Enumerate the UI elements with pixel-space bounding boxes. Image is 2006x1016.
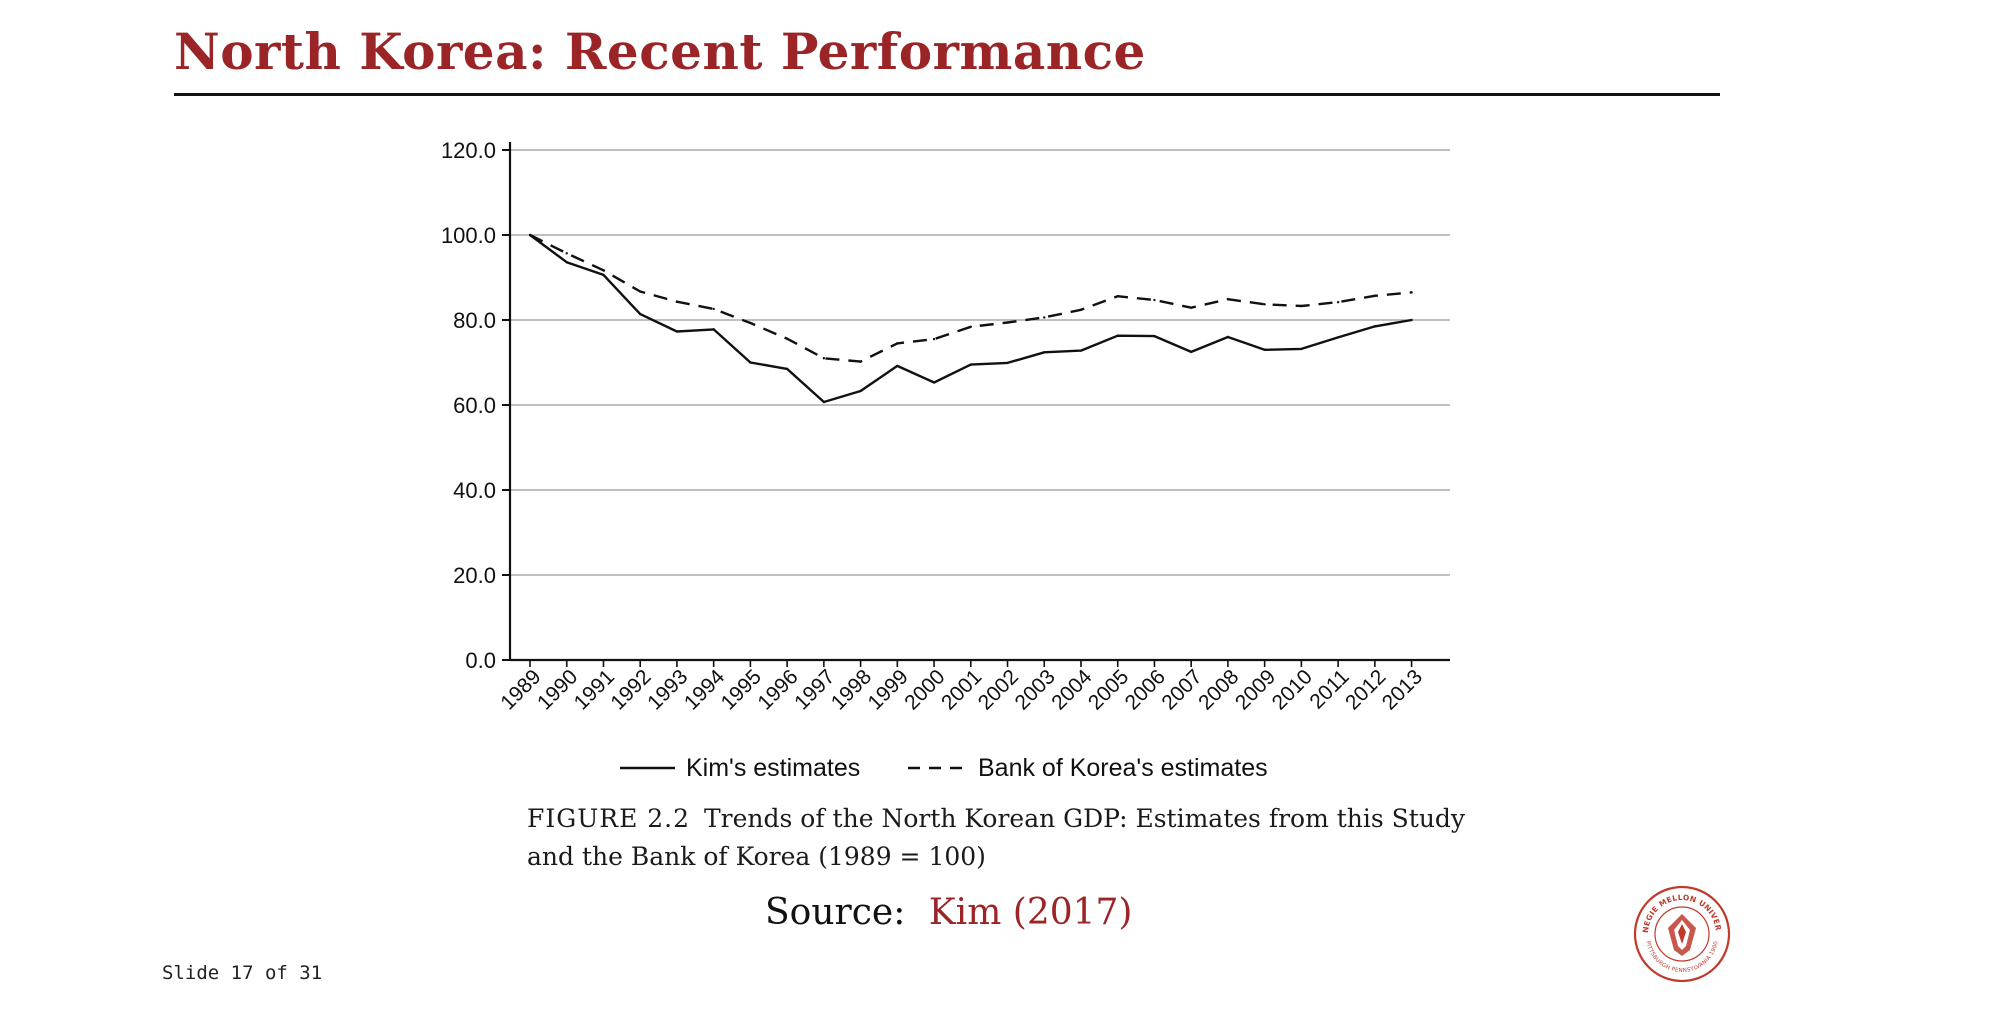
data-point: [1116, 334, 1119, 337]
data-point: [1043, 316, 1046, 319]
data-point: [1410, 318, 1413, 322]
x-tick-label: 2011: [1305, 665, 1353, 713]
data-point: [1006, 321, 1009, 324]
y-tick-label: 120.0: [441, 138, 496, 163]
x-tick-label: 1997: [790, 665, 839, 714]
data-point: [969, 325, 972, 328]
y-tick-label: 40.0: [453, 478, 496, 503]
data-point: [1300, 304, 1303, 308]
x-tick-label: 2013: [1378, 665, 1427, 714]
x-tick-label: 1998: [827, 665, 876, 714]
data-point: [1226, 335, 1230, 339]
data-point: [712, 307, 715, 311]
figure-caption: FIGURE 2.2 Trends of the North Korean GD…: [527, 800, 1487, 876]
data-point: [785, 337, 789, 340]
x-tick-label: 1993: [643, 665, 692, 714]
data-point: [859, 389, 862, 393]
data-point: [822, 357, 826, 360]
y-tick-label: 20.0: [453, 563, 496, 588]
x-tick-label: 2007: [1157, 665, 1206, 714]
data-point: [602, 273, 605, 277]
x-tick-label: 2006: [1121, 665, 1170, 714]
x-tick-label: 2001: [937, 665, 986, 714]
source-citation: Source: Kim (2017): [765, 892, 1132, 933]
data-point: [1300, 347, 1303, 351]
data-point: [1263, 303, 1266, 306]
data-point: [1263, 348, 1266, 351]
title-divider: [174, 93, 1720, 96]
data-point: [969, 363, 972, 366]
slide-title: North Korea: Recent Performance: [174, 22, 1146, 81]
data-point: [896, 342, 899, 345]
source-prefix: Source:: [765, 892, 906, 933]
series-line-kim: [529, 234, 1412, 404]
data-point: [1226, 297, 1230, 301]
legend-label: Bank of Korea's estimates: [978, 754, 1268, 782]
data-point: [1189, 306, 1193, 309]
x-tick-label: 2012: [1341, 665, 1390, 714]
data-point: [1079, 349, 1083, 352]
x-tick-label: 2010: [1268, 665, 1317, 714]
x-tick-label: 2002: [974, 665, 1023, 714]
data-point: [565, 252, 568, 255]
data-point: [932, 337, 936, 341]
data-point: [1189, 350, 1193, 354]
data-point: [1153, 298, 1156, 302]
y-tick-label: 80.0: [453, 308, 496, 333]
data-point: [1116, 295, 1119, 298]
x-tick-label: 1991: [570, 665, 619, 714]
data-point: [1410, 291, 1413, 294]
data-point: [675, 300, 679, 303]
legend-label: Kim's estimates: [686, 754, 860, 782]
data-point: [638, 290, 642, 293]
x-tick-label: 2000: [900, 665, 949, 714]
x-tick-label: 2004: [1047, 665, 1097, 715]
x-tick-label: 2003: [1010, 665, 1059, 714]
y-tick-label: 0.0: [465, 648, 496, 673]
x-tick-label: 2005: [1084, 665, 1133, 714]
x-tick-label: 2008: [1194, 665, 1243, 714]
data-point: [1153, 334, 1156, 338]
x-tick-label: 1999: [864, 665, 913, 714]
figure-label: FIGURE 2.2: [527, 804, 691, 833]
slide-counter: Slide 17 of 31: [162, 962, 323, 984]
gdp-chart: 0.0 20.0 40.0 60.0 80.0 100.0 120.0 1989 1990 199…: [420, 128, 1450, 888]
x-tick-label: 2009: [1231, 665, 1280, 714]
y-tick-label: 100.0: [441, 223, 496, 248]
data-point: [1336, 300, 1340, 304]
x-tick-label: 1994: [680, 665, 730, 715]
data-point: [1006, 361, 1009, 365]
x-tick-label: 1995: [717, 665, 766, 714]
data-point: [896, 364, 899, 368]
data-point: [1079, 308, 1083, 311]
data-point: [565, 261, 568, 264]
gdp-line-chart: 0.020.040.060.080.0100.0120.019891990199…: [441, 138, 1450, 782]
data-point: [1043, 351, 1046, 354]
x-tick-label: 1992: [606, 665, 655, 714]
data-point: [675, 330, 679, 333]
x-tick-label: 1989: [496, 665, 545, 714]
x-tick-label: 1990: [533, 665, 582, 714]
data-point: [638, 312, 642, 316]
data-point: [749, 361, 752, 364]
data-point: [1373, 294, 1377, 297]
data-point: [932, 381, 936, 384]
y-tick-label: 60.0: [453, 393, 496, 418]
data-point: [602, 269, 605, 272]
data-point: [1336, 336, 1340, 339]
cmu-seal-icon: CARNEGIE MELLON UNIVERSITY PITTSBURGH PE…: [1632, 884, 1731, 983]
series-line-bank-of-korea: [529, 233, 1412, 363]
x-tick-label: 1996: [753, 665, 802, 714]
data-point: [528, 233, 532, 237]
data-point: [712, 328, 715, 331]
data-point: [749, 321, 752, 325]
figure-caption-text: Trends of the North Korean GDP: Estimate…: [527, 804, 1466, 871]
data-point: [822, 400, 826, 404]
data-point: [785, 367, 789, 371]
data-point: [1373, 325, 1377, 328]
data-point: [859, 360, 862, 363]
source-link[interactable]: Kim (2017): [928, 892, 1133, 933]
